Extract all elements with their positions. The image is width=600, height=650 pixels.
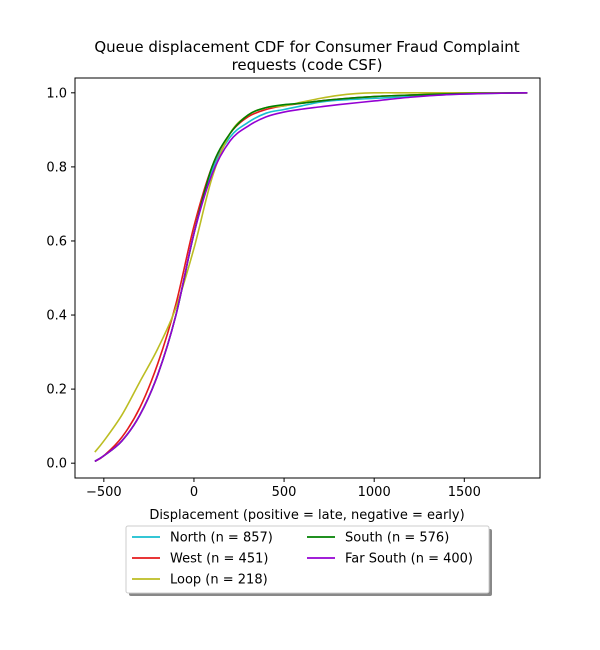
legend: North (n = 857) South (n = 576) West (n = …	[125, 525, 492, 596]
chart-title-line1: Queue displacement CDF for Consumer Frau…	[94, 38, 519, 56]
y-tick-label: 0.6	[46, 234, 67, 249]
plot-area-frame	[74, 77, 541, 479]
x-tick-label: 1000	[358, 485, 391, 500]
y-tick-label: 1.0	[46, 86, 67, 101]
x-axis-label: Displacement (positive = late, negative …	[149, 508, 464, 523]
legend-label-south: South (n = 576)	[345, 531, 449, 546]
x-tick-label: 500	[272, 485, 297, 500]
tick-layer: −500 0 500 1000 1500 0.0 0.2 0.4 0.6 0.8 1.0	[46, 86, 481, 500]
series-line-west	[94, 92, 528, 463]
x-tick-label: −500	[86, 485, 122, 500]
x-tick-label: 0	[190, 485, 198, 500]
legend-label-north: North (n = 857)	[170, 531, 273, 546]
chart-title-line2: requests (code CSF)	[232, 56, 383, 74]
y-tick-label: 0.8	[46, 160, 67, 175]
legend-label-loop: Loop (n = 218)	[170, 573, 268, 588]
series-line-south	[94, 92, 528, 463]
legend-label-far-south: Far South (n = 400)	[345, 552, 473, 567]
legend-label-west: West (n = 451)	[170, 552, 268, 567]
y-tick-label: 0.2	[46, 383, 67, 398]
series-line-loop	[94, 91, 528, 453]
series-line-far-south	[94, 92, 528, 463]
series-layer	[94, 91, 528, 463]
legend-frame	[125, 525, 490, 594]
y-tick-label: 0.0	[46, 457, 67, 472]
x-tick-label: 1500	[448, 485, 481, 500]
y-tick-label: 0.4	[46, 309, 67, 324]
series-line-north	[94, 92, 528, 463]
